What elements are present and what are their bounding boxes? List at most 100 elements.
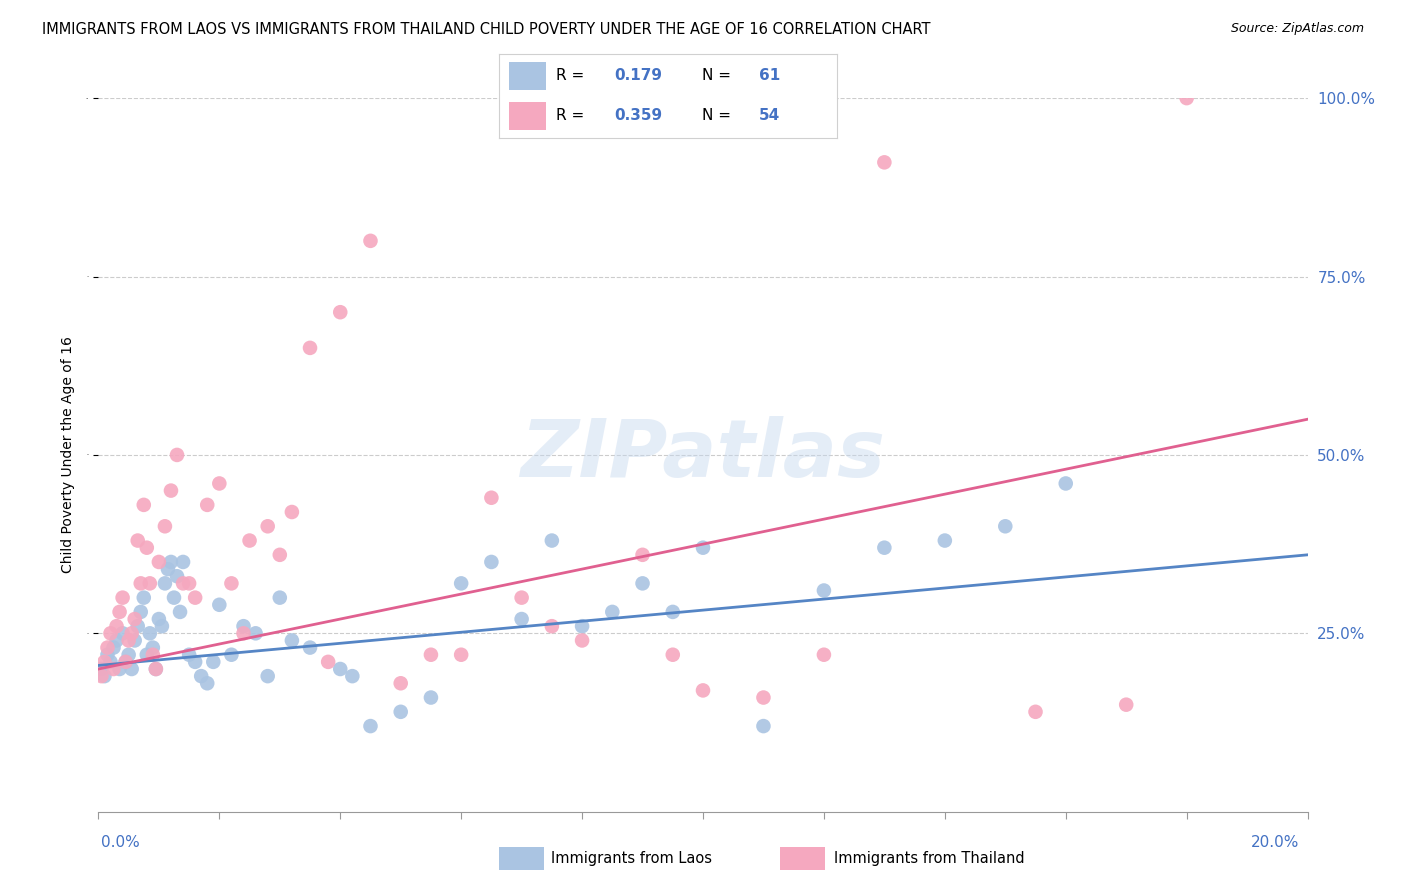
Point bbox=[202, 655, 225, 669]
Point bbox=[118, 648, 141, 662]
Point bbox=[602, 605, 624, 619]
Text: Immigrants from Laos: Immigrants from Laos bbox=[551, 851, 713, 866]
Point bbox=[269, 548, 291, 562]
Point bbox=[114, 655, 136, 669]
Point bbox=[132, 498, 155, 512]
Point bbox=[571, 633, 593, 648]
Point bbox=[692, 683, 714, 698]
Point bbox=[420, 648, 443, 662]
Point bbox=[541, 533, 564, 548]
Point bbox=[994, 519, 1017, 533]
Point bbox=[127, 533, 149, 548]
Point bbox=[114, 655, 136, 669]
Point bbox=[752, 719, 775, 733]
Point bbox=[179, 576, 201, 591]
Point bbox=[752, 690, 775, 705]
Point bbox=[145, 662, 167, 676]
Point bbox=[148, 612, 170, 626]
Point bbox=[299, 640, 322, 655]
Point bbox=[245, 626, 267, 640]
Point bbox=[221, 576, 243, 591]
Point bbox=[208, 598, 231, 612]
Point bbox=[90, 662, 112, 676]
Point bbox=[631, 548, 654, 562]
Point bbox=[105, 633, 128, 648]
Point bbox=[121, 662, 143, 676]
Point bbox=[179, 648, 201, 662]
Point bbox=[873, 541, 896, 555]
Text: 20.0%: 20.0% bbox=[1251, 836, 1299, 850]
Point bbox=[100, 655, 122, 669]
Point bbox=[541, 619, 564, 633]
Point bbox=[1115, 698, 1137, 712]
Point bbox=[195, 498, 218, 512]
Point bbox=[96, 640, 118, 655]
Point bbox=[389, 676, 412, 690]
Y-axis label: Child Poverty Under the Age of 16: Child Poverty Under the Age of 16 bbox=[60, 336, 75, 574]
FancyBboxPatch shape bbox=[509, 102, 547, 130]
Text: R =: R = bbox=[557, 108, 585, 123]
Point bbox=[139, 576, 162, 591]
Point bbox=[1175, 91, 1198, 105]
Point bbox=[208, 476, 231, 491]
Text: 61: 61 bbox=[759, 69, 780, 84]
Point bbox=[142, 640, 165, 655]
Point bbox=[450, 648, 472, 662]
Point bbox=[184, 591, 207, 605]
Point bbox=[813, 648, 835, 662]
Point bbox=[1024, 705, 1046, 719]
Text: 54: 54 bbox=[759, 108, 780, 123]
Point bbox=[190, 669, 212, 683]
Point bbox=[360, 234, 382, 248]
Point bbox=[169, 605, 191, 619]
Point bbox=[93, 655, 115, 669]
Point bbox=[156, 562, 179, 576]
Point bbox=[281, 505, 304, 519]
Text: Source: ZipAtlas.com: Source: ZipAtlas.com bbox=[1230, 22, 1364, 36]
Text: IMMIGRANTS FROM LAOS VS IMMIGRANTS FROM THAILAND CHILD POVERTY UNDER THE AGE OF : IMMIGRANTS FROM LAOS VS IMMIGRANTS FROM … bbox=[42, 22, 931, 37]
Point bbox=[148, 555, 170, 569]
Point bbox=[103, 640, 125, 655]
Point bbox=[184, 655, 207, 669]
Point bbox=[329, 662, 352, 676]
Text: 0.0%: 0.0% bbox=[101, 836, 141, 850]
Point bbox=[692, 541, 714, 555]
Point bbox=[160, 555, 183, 569]
Point bbox=[342, 669, 364, 683]
Point bbox=[269, 591, 291, 605]
Point bbox=[481, 491, 503, 505]
Point bbox=[129, 576, 152, 591]
Point bbox=[153, 519, 176, 533]
Point bbox=[100, 626, 122, 640]
Point bbox=[139, 626, 162, 640]
Point bbox=[145, 662, 167, 676]
Point bbox=[662, 605, 685, 619]
Point bbox=[510, 591, 533, 605]
Point bbox=[571, 619, 593, 633]
Point bbox=[108, 662, 131, 676]
Point bbox=[150, 619, 173, 633]
Point bbox=[166, 569, 188, 583]
Point bbox=[121, 626, 143, 640]
Point bbox=[420, 690, 443, 705]
Point bbox=[90, 669, 112, 683]
Point bbox=[142, 648, 165, 662]
Point bbox=[450, 576, 472, 591]
Point bbox=[172, 555, 194, 569]
Point bbox=[93, 669, 115, 683]
FancyBboxPatch shape bbox=[509, 62, 547, 90]
Point bbox=[105, 619, 128, 633]
Point bbox=[239, 533, 262, 548]
Point bbox=[153, 576, 176, 591]
Text: N =: N = bbox=[702, 69, 731, 84]
Point bbox=[132, 591, 155, 605]
Point bbox=[195, 676, 218, 690]
Point bbox=[172, 576, 194, 591]
Point bbox=[232, 619, 254, 633]
Point bbox=[103, 662, 125, 676]
Text: 0.179: 0.179 bbox=[614, 69, 662, 84]
Point bbox=[166, 448, 188, 462]
Point bbox=[160, 483, 183, 498]
Point bbox=[135, 541, 157, 555]
Point bbox=[232, 626, 254, 640]
